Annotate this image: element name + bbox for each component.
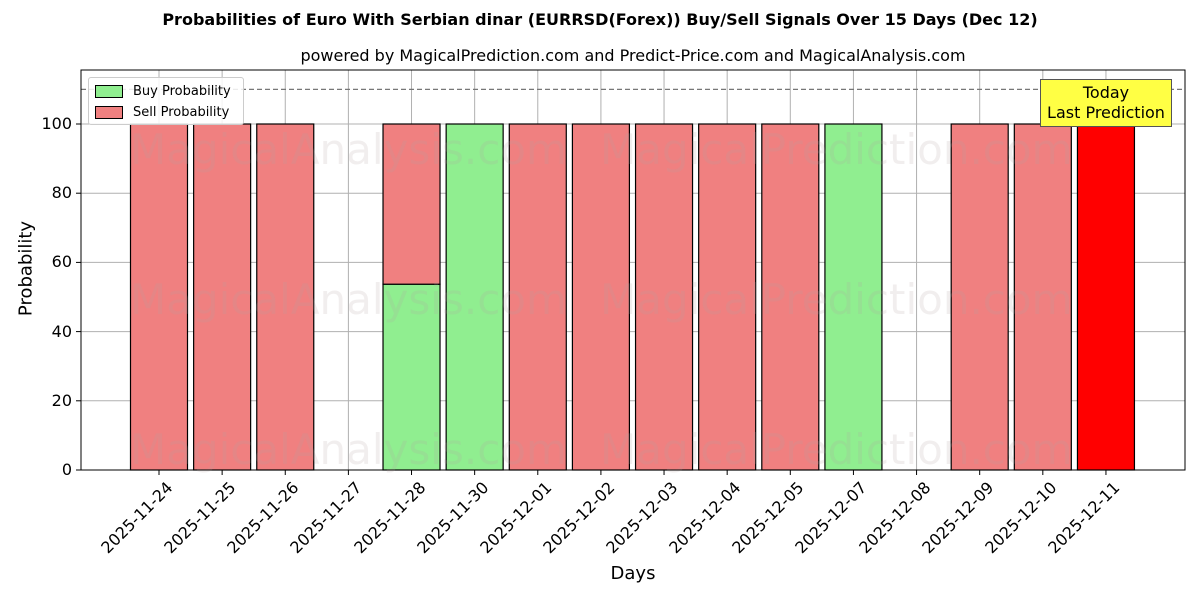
legend: Buy Probability Sell Probability [88, 77, 244, 125]
legend-item-buy: Buy Probability [95, 83, 231, 99]
annotation-line: Last Prediction [1047, 103, 1165, 122]
watermark: MagicalPrediction.com [600, 275, 1073, 324]
watermark: MagicalAnalysis.com [130, 125, 567, 174]
sell-bar [508, 123, 567, 471]
x-axis-label: Days [610, 563, 656, 584]
watermark: MagicalAnalysis.com [130, 425, 567, 474]
y-tick-label: 100 [41, 114, 72, 133]
chart-title: Probabilities of Euro With Serbian dinar… [162, 10, 1038, 29]
buy-bar [824, 123, 883, 471]
watermark: MagicalPrediction.com [600, 425, 1073, 474]
sell-bar [698, 123, 757, 471]
y-axis-label: Probability [15, 220, 37, 317]
watermark: MagicalAnalysis.com [130, 275, 567, 324]
sell-bar [950, 123, 1009, 471]
y-tick-label: 40 [51, 321, 72, 341]
sell-bar [1076, 123, 1136, 471]
legend-label: Buy Probability [133, 83, 231, 99]
buy-swatch [95, 84, 123, 98]
buy-bar [382, 283, 441, 471]
y-tick-label: 80 [51, 183, 72, 203]
sell-bar [129, 123, 189, 471]
y-tick-label: 20 [51, 390, 72, 410]
y-tick-label: 60 [51, 252, 72, 272]
chart-subtitle: powered by MagicalPrediction.com and Pre… [300, 46, 966, 65]
watermark: MagicalPrediction.com [600, 125, 1073, 174]
sell-bar [382, 123, 441, 285]
sell-bar [761, 123, 820, 471]
buy-bar [445, 123, 504, 471]
legend-label: Sell Probability [133, 104, 230, 120]
annotation-line: Today [1082, 83, 1130, 102]
sell-swatch [95, 105, 123, 119]
today-annotation: Today Last Prediction [1040, 79, 1172, 127]
y-tick-label: 0 [61, 460, 72, 479]
legend-item-sell: Sell Probability [95, 104, 229, 120]
sell-bar [1013, 123, 1072, 471]
sell-bar [256, 123, 315, 471]
sell-bar [571, 123, 631, 471]
